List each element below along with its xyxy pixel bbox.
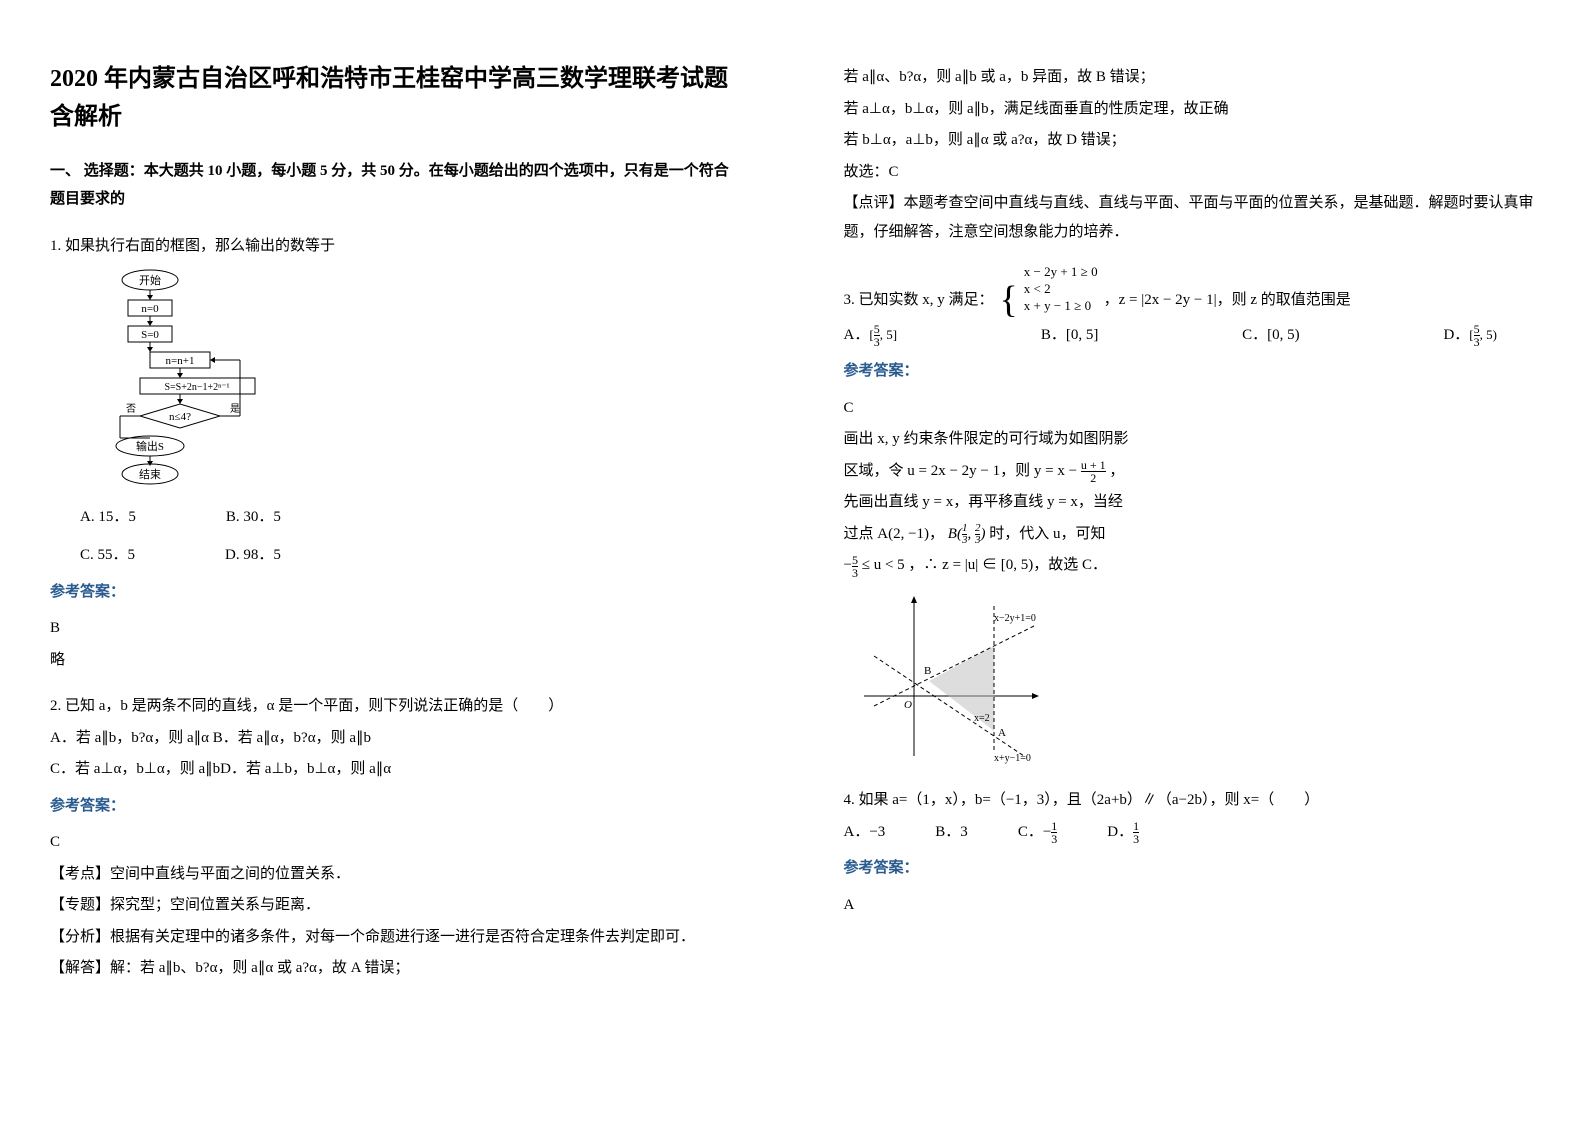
r-l1: 若 a∥α、b?α，则 a∥b 或 a，b 异面，故 B 错误； (844, 63, 1538, 92)
svg-text:x+y−1=0: x+y−1=0 (994, 753, 1031, 764)
q3-opts: A．[53, 5] B．[0, 5] C．[0, 5) D．[53, 5) (844, 321, 1538, 350)
r-l3: 若 b⊥α，a⊥b，则 a∥α 或 a?α，故 D 错误； (844, 126, 1538, 155)
q1-ans: B (50, 614, 744, 643)
q2-kd: 【考点】空间中直线与平面之间的位置关系． (50, 860, 744, 889)
page-title: 2020 年内蒙古自治区呼和浩特市王桂窑中学高三数学理联考试题含解析 (50, 60, 744, 137)
q2-ans-label: 参考答案： (50, 792, 744, 821)
q2-ans: C (50, 828, 744, 857)
svg-text:A: A (998, 727, 1006, 739)
q1-ans-label: 参考答案： (50, 578, 744, 607)
q2-stem: 2. 已知 a，b 是两条不同的直线，α 是一个平面，则下列说法正确的是（ ） (50, 692, 744, 721)
q4-ans-label: 参考答案： (844, 854, 1538, 883)
q3-ans: C (844, 394, 1538, 423)
svg-text:n=0: n=0 (141, 303, 159, 315)
q3-sys1: x − 2y + 1 ≥ 0 (1024, 264, 1098, 281)
svg-text:是: 是 (230, 403, 240, 415)
q4-ans: A (844, 891, 1538, 920)
q3-e5: −53 ≤ u < 5 ，∴ z = |u| ∈ [0, 5)，故选 C． (844, 551, 1538, 580)
svg-text:B: B (924, 665, 931, 677)
section-1-head: 一、 选择题：本大题共 10 小题，每小题 5 分，共 50 分。在每小题给出的… (50, 157, 744, 214)
q3-e3: 先画出直线 y = x，再平移直线 y = x，当经 (844, 488, 1538, 517)
q1-optD: D. 98．5 (225, 541, 281, 570)
q2-line2: C．若 a⊥α，b⊥α，则 a∥bD．若 a⊥b，b⊥α，则 a∥α (50, 755, 744, 784)
q2-jda: 【解答】解：若 a∥b、b?α，则 a∥α 或 a?α，故 A 错误； (50, 954, 744, 983)
r-l4: 故选：C (844, 158, 1538, 187)
flowchart: 开始 n=0 S=0 n=n+1 S=S+2n− (80, 268, 744, 499)
r-l2: 若 a⊥α，b⊥α，则 a∥b，满足线面垂直的性质定理，故正确 (844, 95, 1538, 124)
q3-tail: ，z = |2x − 2y − 1|，则 z 的取值范围是 (1104, 286, 1351, 315)
q3-stem: 3. 已知实数 x, y 满足： (844, 286, 994, 315)
feasible-region-graph: O x−2y+1=0 x+y−1=0 x=2 B A (844, 586, 1538, 777)
svg-text:x−2y+1=0: x−2y+1=0 (994, 613, 1036, 624)
svg-text:结束: 结束 (139, 468, 161, 481)
q1-stem: 1. 如果执行右面的框图，那么输出的数等于 (50, 232, 744, 261)
svg-text:n≤4?: n≤4? (169, 411, 191, 423)
q1-opts-row1: A. 15．5 B. 30．5 (80, 503, 744, 532)
q2-fx: 【分析】根据有关定理中的诸多条件，对每一个命题进行逐一进行是否符合定理条件去判定… (50, 923, 744, 952)
svg-text:x=2: x=2 (974, 713, 990, 724)
q4-stem: 4. 如果 a=（1，x），b=（−1，3），且（2a+b）∥（a−2b），则 … (844, 786, 1538, 815)
svg-text:输出S: 输出S (136, 439, 164, 453)
r-dp: 【点评】本题考查空间中直线与直线、直线与平面、平面与平面的位置关系，是基础题．解… (844, 189, 1538, 246)
q2-line1: A．若 a∥b，b?α，则 a∥α B．若 a∥α，b?α，则 a∥b (50, 724, 744, 753)
svg-text:O: O (904, 699, 912, 711)
q3-e2: 区域，令 u = 2x − 2y − 1，则 y = x − u + 12 ， (844, 457, 1538, 486)
q1-note: 略 (50, 646, 744, 675)
q3-row: 3. 已知实数 x, y 满足： { x − 2y + 1 ≥ 0 x < 2 … (844, 264, 1538, 315)
q3-e1: 画出 x, y 约束条件限定的可行域为如图阴影 (844, 425, 1538, 454)
svg-text:开始: 开始 (139, 273, 161, 287)
svg-text:S=S+2n−1+2ⁿ⁻¹: S=S+2n−1+2ⁿ⁻¹ (164, 382, 229, 393)
q3-sys2: x < 2 (1024, 281, 1098, 298)
q1-optA: A. 15．5 (80, 503, 136, 532)
svg-text:n=n+1: n=n+1 (166, 355, 195, 367)
svg-text:S=0: S=0 (141, 329, 159, 341)
q1-optC: C. 55．5 (80, 541, 135, 570)
q3-e4: 过点 A(2, −1)， B(13, 23) 时，代入 u，可知 (844, 520, 1538, 549)
q4-opts: A．−3 B．3 C．−13 D．13 (844, 818, 1538, 847)
q1-optB: B. 30．5 (226, 503, 281, 532)
svg-text:否: 否 (126, 403, 136, 415)
q3-sys3: x + y − 1 ≥ 0 (1024, 298, 1098, 315)
q3-ans-label: 参考答案： (844, 357, 1538, 386)
q1-opts-row2: C. 55．5 D. 98．5 (80, 541, 744, 570)
q2-zt: 【专题】探究型；空间位置关系与距离． (50, 891, 744, 920)
